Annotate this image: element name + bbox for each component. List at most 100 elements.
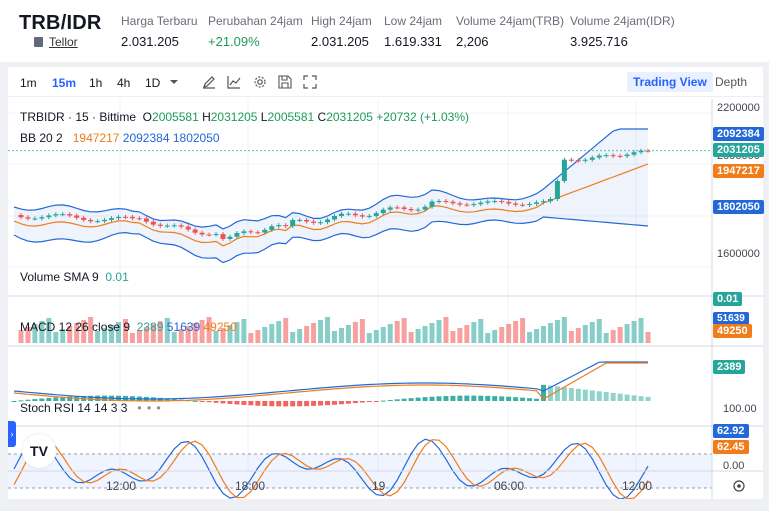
volume-bar xyxy=(471,322,477,343)
candle-body xyxy=(373,213,379,216)
candle-body xyxy=(568,159,574,161)
macd-bar xyxy=(603,392,609,401)
macd-bar xyxy=(32,399,38,401)
expand-sidebar-icon[interactable]: › xyxy=(8,421,16,447)
macd-bar xyxy=(366,401,372,402)
macd-bar xyxy=(596,391,602,401)
volume-bars xyxy=(18,317,651,343)
volume-legend: Volume SMA 9 0.01 xyxy=(20,270,129,284)
save-icon[interactable] xyxy=(278,75,292,89)
macd-bar xyxy=(352,401,358,404)
volume-bar xyxy=(506,324,512,343)
macd-legend: MACD 12 26 close 9 2389 51639 49250 xyxy=(20,320,237,334)
candle-body xyxy=(359,215,365,217)
fullscreen-icon[interactable] xyxy=(303,75,317,89)
volume-bar xyxy=(116,322,122,343)
volume-bar xyxy=(185,326,191,343)
candle-body xyxy=(269,226,275,230)
indicator-icon[interactable] xyxy=(227,75,241,89)
stoch-d-line xyxy=(13,439,649,499)
volume-bar xyxy=(192,323,198,343)
macd-bar xyxy=(60,396,66,401)
candle-body xyxy=(304,219,310,222)
timeframe-15m[interactable]: 15m xyxy=(52,76,77,90)
candle-body xyxy=(450,201,456,204)
macd-bar xyxy=(429,396,435,401)
bollinger-lower-line xyxy=(13,216,649,264)
macd-bar xyxy=(67,396,73,401)
macd-bar xyxy=(554,386,560,401)
volume-bar xyxy=(74,323,80,343)
volume-bar xyxy=(380,327,386,343)
timeframe-4h[interactable]: 4h xyxy=(117,76,131,90)
coin-link[interactable]: Tellor xyxy=(34,35,78,49)
macd-bar xyxy=(213,401,219,403)
timeframe-1m[interactable]: 1m xyxy=(20,76,37,90)
draw-pencil-icon[interactable] xyxy=(202,75,216,89)
timeframe-1d[interactable]: 1D xyxy=(145,76,161,90)
candle-body xyxy=(297,219,303,221)
candle-body xyxy=(527,203,533,205)
candle-body xyxy=(506,201,512,204)
more-options-icon[interactable]: • • • xyxy=(137,401,162,415)
timeframe-dropdown-icon[interactable] xyxy=(169,77,179,87)
volume-bar xyxy=(582,325,588,343)
symbol-title: TRBIDR · 15 · Bittime xyxy=(20,110,137,124)
candle-body xyxy=(311,221,317,223)
volume-bar xyxy=(478,319,484,343)
macd-bar xyxy=(436,396,442,401)
axis-settings-icon[interactable] xyxy=(733,480,745,492)
timeframe-1h[interactable]: 1h xyxy=(89,76,103,90)
volume-bar xyxy=(143,327,149,343)
candle-body xyxy=(122,216,128,218)
macd-bar xyxy=(171,398,177,401)
candle-body xyxy=(540,201,546,203)
macd-bar xyxy=(325,401,331,406)
macd-bar xyxy=(18,400,24,402)
settings-gear-icon[interactable] xyxy=(253,75,267,89)
candle-body xyxy=(81,217,87,220)
candle-body xyxy=(492,201,498,203)
candle-body xyxy=(39,217,45,219)
volume-bar xyxy=(352,322,358,343)
tab-trading-view[interactable]: Trading View xyxy=(627,72,713,92)
macd-bar xyxy=(520,397,526,401)
volume-bar xyxy=(157,321,163,343)
macd-bar xyxy=(415,397,421,401)
macd-bar xyxy=(262,401,268,406)
candle-body xyxy=(262,229,268,233)
tab-depth[interactable]: Depth xyxy=(715,75,748,89)
volume-bar xyxy=(366,333,372,343)
volume-bar xyxy=(25,327,31,343)
macd-bar xyxy=(589,390,595,401)
candle-body xyxy=(401,207,407,210)
candle-body xyxy=(32,218,38,220)
macd-bar xyxy=(624,394,630,401)
volume-bar xyxy=(213,331,219,343)
coin-name[interactable]: Tellor xyxy=(49,35,78,49)
candle-body xyxy=(185,226,191,230)
price-chart[interactable] xyxy=(8,99,763,499)
main-legend: TRBIDR · 15 · Bittime O2005581 H2031205 … xyxy=(20,110,470,124)
macd-bar xyxy=(568,388,574,401)
macd-signal-line xyxy=(13,362,648,402)
volume-bar xyxy=(457,328,463,343)
macd-bar xyxy=(338,401,344,405)
macd-bar xyxy=(499,396,505,401)
price-tick-1600000: 1600000 xyxy=(717,248,760,260)
volume-bar xyxy=(394,321,400,343)
macd-line xyxy=(13,361,648,400)
volume-bar xyxy=(227,325,233,343)
candle-body xyxy=(67,214,73,216)
volume-bar xyxy=(429,323,435,343)
volume-bar xyxy=(436,320,442,343)
volume-bar xyxy=(241,319,247,343)
macd-line-price-box: 51639 xyxy=(713,312,749,325)
volume-bar xyxy=(589,322,595,343)
bb-upper-price-box: 2092384 xyxy=(713,127,764,141)
volume-bar xyxy=(401,318,407,343)
candle-body xyxy=(157,224,163,226)
volume-bar xyxy=(164,318,170,343)
volume-bar xyxy=(18,330,24,343)
volume-bar xyxy=(485,333,491,343)
